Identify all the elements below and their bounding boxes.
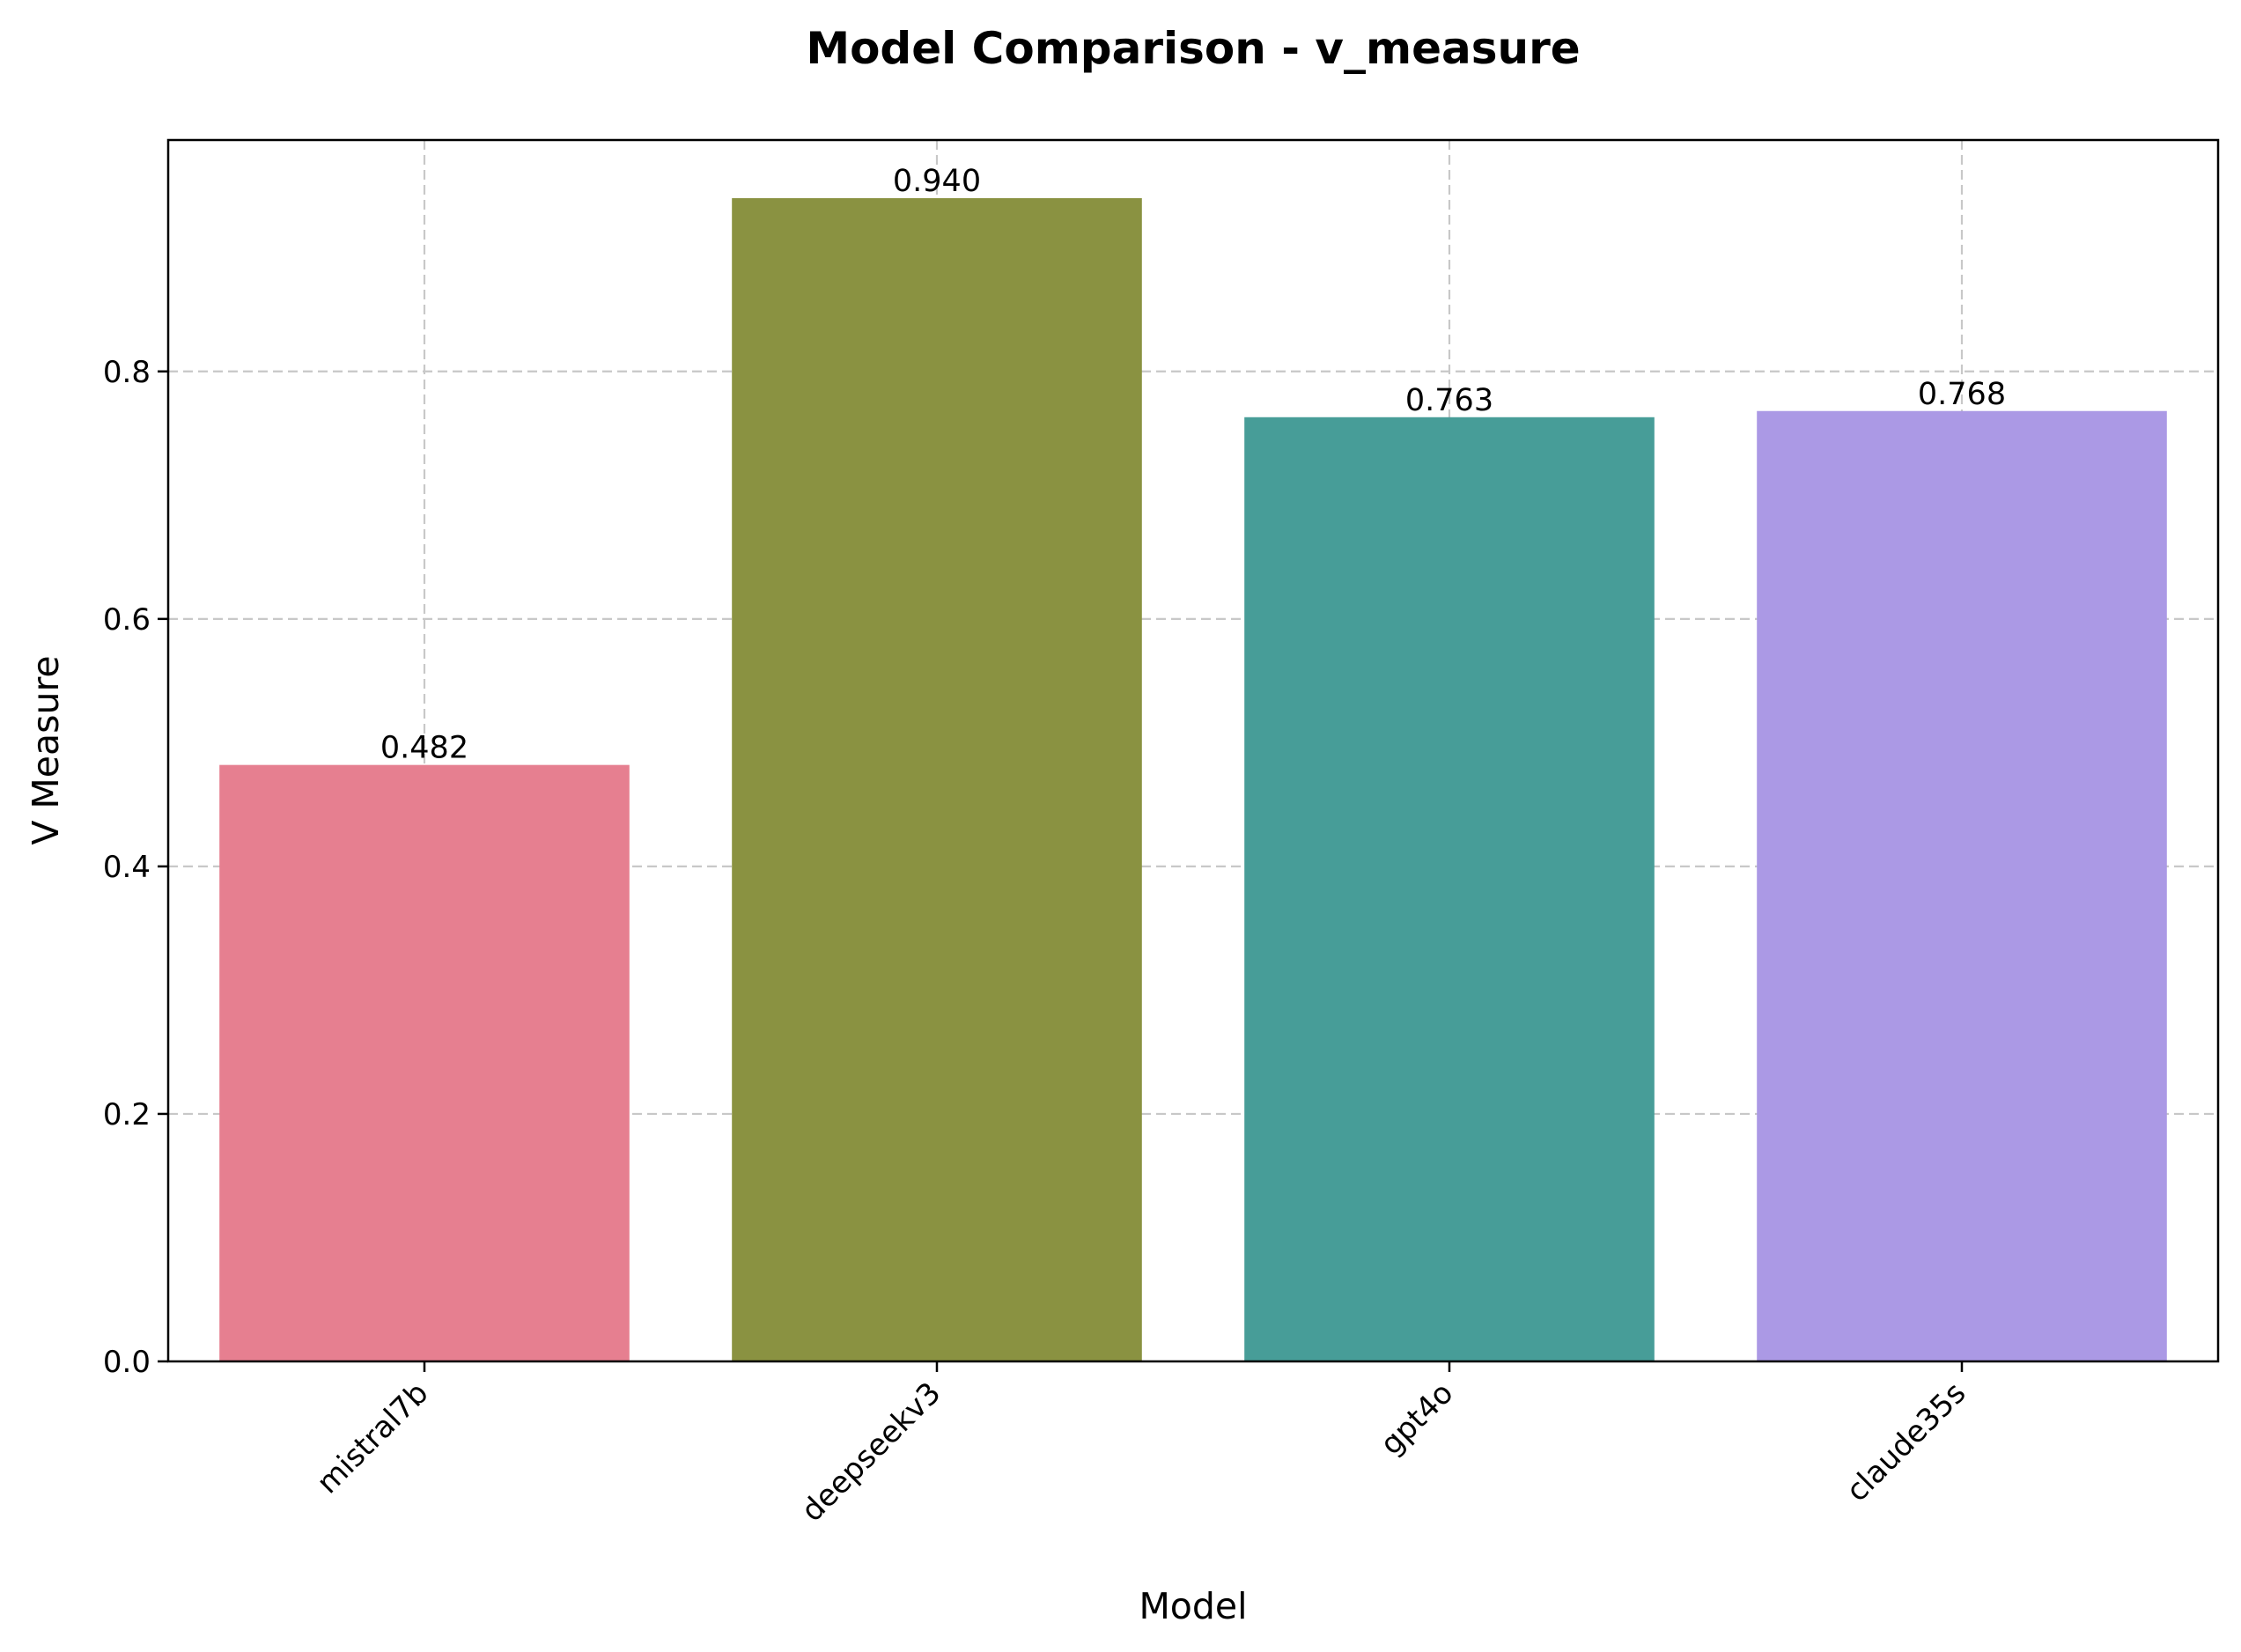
- x-axis: mistral7b deepseekv3 gpt4o claude35s: [310, 1361, 1972, 1529]
- x-axis-label: Model: [1139, 1585, 1247, 1627]
- bar-layer: [219, 198, 2167, 1362]
- data-label: 0.482: [380, 731, 468, 766]
- y-tick-label: 0.8: [103, 355, 151, 390]
- x-tick-label: mistral7b: [310, 1375, 435, 1501]
- y-tick-label: 0.6: [103, 602, 151, 638]
- y-axis: 0.0 0.2 0.4 0.6 0.8: [103, 355, 168, 1380]
- data-label: 0.940: [893, 164, 981, 199]
- data-label: 0.763: [1405, 383, 1493, 418]
- bar-gpt4o: [1244, 417, 1655, 1361]
- plot-frame: [166, 138, 2220, 1363]
- x-tick-label: gpt4o: [1374, 1375, 1460, 1462]
- y-tick-label: 0.4: [103, 850, 151, 885]
- data-label-layer: 0.482 0.940 0.763 0.768: [380, 164, 2006, 766]
- x-tick-label: deepseekv3: [794, 1375, 947, 1529]
- chart-title: Model Comparison - v_measure: [806, 23, 1580, 74]
- y-axis-label: V Measure: [25, 655, 67, 844]
- x-tick-label: claude35s: [1839, 1375, 1972, 1508]
- bar-mistral7b: [219, 764, 630, 1361]
- y-tick-label: 0.0: [103, 1345, 151, 1380]
- bar-deepseekv3: [732, 198, 1142, 1362]
- data-label: 0.768: [1918, 377, 2006, 412]
- bar-claude35s: [1757, 410, 2167, 1361]
- y-tick-label: 0.2: [103, 1097, 151, 1132]
